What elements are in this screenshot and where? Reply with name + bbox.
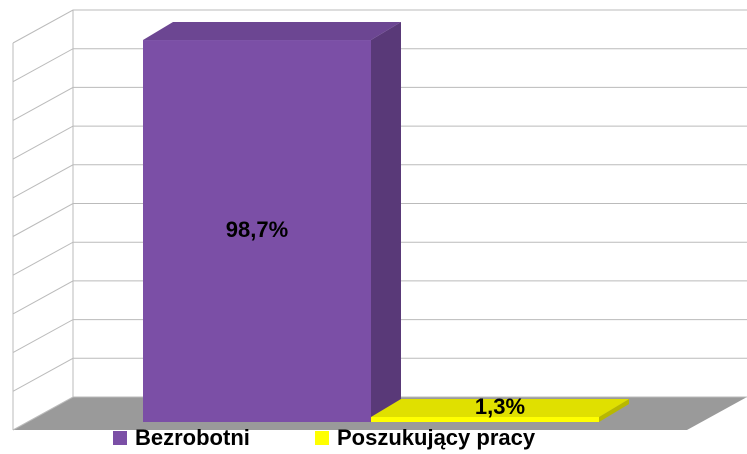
grid-line [12, 203, 747, 237]
bar-top [371, 398, 629, 417]
bar-side [371, 22, 401, 422]
legend-label: Bezrobotni [135, 425, 250, 450]
grid-line [12, 396, 747, 431]
grid-line [12, 280, 747, 315]
bar-top [143, 22, 401, 41]
grid-line [12, 319, 747, 354]
bar-side [599, 398, 629, 422]
value-label: 1,3% [475, 394, 525, 419]
legend-swatch [315, 431, 329, 445]
grid-line [12, 9, 747, 44]
grid-line [12, 357, 747, 392]
bar [371, 416, 599, 422]
grid-line [12, 241, 747, 276]
grid-line [12, 86, 747, 121]
grid-line [12, 48, 747, 83]
grid-line [12, 125, 747, 160]
legend-swatch [113, 431, 127, 445]
value-label: 98,7% [226, 217, 288, 242]
legend-label: Poszukujący pracy [337, 425, 536, 450]
grid-line [12, 164, 747, 199]
bar [143, 40, 371, 422]
